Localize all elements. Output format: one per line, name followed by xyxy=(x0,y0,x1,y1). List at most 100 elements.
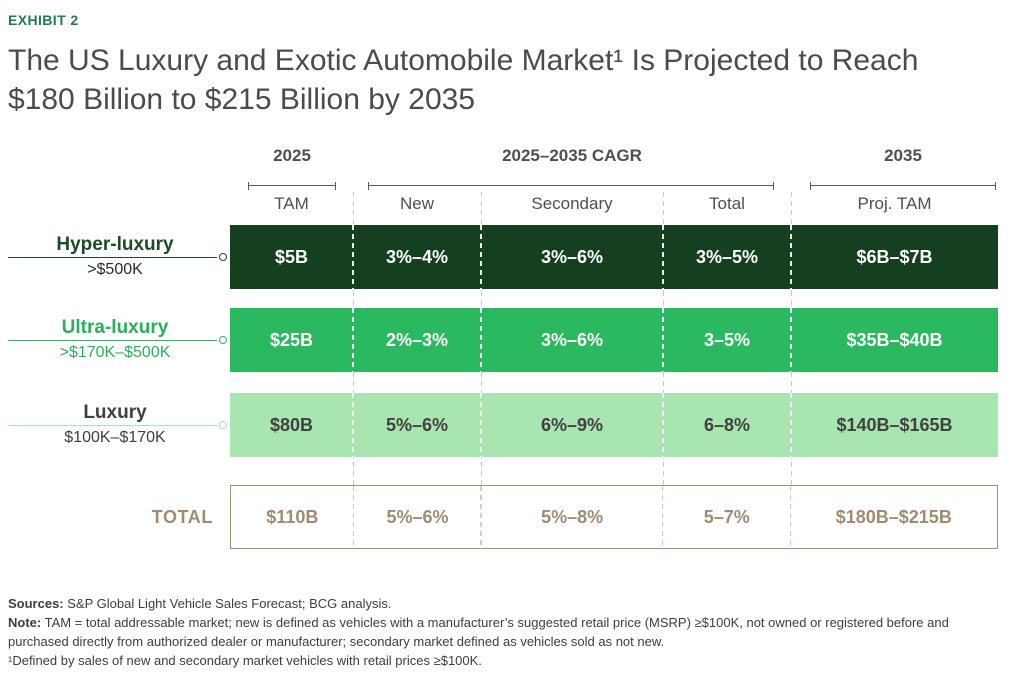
row-cells: $110B 5%–6% 5%–8% 5–7% $180B–$215B xyxy=(230,485,998,549)
cell-divider xyxy=(661,486,664,548)
table-cell: 5–7% xyxy=(661,486,791,548)
bracket-cagr-icon xyxy=(368,182,774,190)
table-cell: 5%–6% xyxy=(352,486,482,548)
column-group-cagr: 2025–2035 CAGR xyxy=(502,146,642,165)
table-row-luxury: Luxury $100K–$170K $80B 5%–6% 6%–9% 6–8%… xyxy=(0,393,998,457)
column-header-total: Total xyxy=(709,194,745,213)
cell-value: 6%–9% xyxy=(540,414,604,435)
cell-value: 2%–3% xyxy=(385,329,449,350)
sources-line: Sources: S&P Global Light Vehicle Sales … xyxy=(8,594,986,613)
connector-dot-icon xyxy=(219,336,227,344)
table-cell: 6–8% xyxy=(662,393,791,457)
cell-divider xyxy=(790,393,792,457)
row-label-ultra-luxury: Ultra-luxury >$170K–$500K xyxy=(0,308,230,372)
cell-value: 5%–6% xyxy=(385,414,449,435)
title-line-2: $180 Billion to $215 Billion by 2035 xyxy=(8,83,476,116)
table-cell: $25B xyxy=(230,308,353,372)
connector-line xyxy=(8,425,217,426)
cell-divider xyxy=(662,308,664,372)
segment-price-range: >$500K xyxy=(87,261,143,278)
column-header-tam: TAM xyxy=(274,194,309,213)
column-headers: 2025 2025–2035 CAGR 2035 TAM New Seconda… xyxy=(0,146,998,216)
table-cell: 5%–6% xyxy=(352,393,481,457)
column-group-2035: 2035 xyxy=(884,146,922,165)
row-label-total: TOTAL xyxy=(151,506,213,527)
cell-value: 3%–5% xyxy=(695,246,759,267)
connector-line xyxy=(8,257,217,258)
row-cells: $80B 5%–6% 6%–9% 6–8% $140B–$165B xyxy=(230,393,998,457)
sources-label: Sources: xyxy=(8,596,64,611)
cell-divider xyxy=(352,393,354,457)
row-cells: $25B 2%–3% 3%–6% 3–5% $35B–$40B xyxy=(230,308,998,372)
row-label-hyper-luxury: Hyper-luxury >$500K xyxy=(0,225,230,289)
cell-value: $180B–$215B xyxy=(835,506,952,527)
column-header-new: New xyxy=(399,194,434,213)
table-cell: $6B–$7B xyxy=(790,225,998,289)
cell-value: 5%–8% xyxy=(541,506,604,527)
cell-divider xyxy=(790,225,792,289)
column-header-secondary: Secondary xyxy=(531,194,613,213)
cell-value: $6B–$7B xyxy=(856,246,933,267)
segment-price-range: $100K–$170K xyxy=(64,429,166,446)
connector-line xyxy=(8,340,217,341)
table-cell: $140B–$165B xyxy=(790,393,998,457)
column-group-2025: 2025 xyxy=(273,146,311,165)
bracket-2035-icon xyxy=(810,182,996,190)
cell-value: $35B–$40B xyxy=(846,329,943,350)
row-label-luxury: Luxury $100K–$170K xyxy=(0,393,230,457)
segment-name: Ultra-luxury xyxy=(61,317,169,338)
cell-divider xyxy=(789,486,792,548)
footnote-line: ¹Defined by sales of new and secondary m… xyxy=(8,653,482,668)
table-cell: 2%–3% xyxy=(352,308,481,372)
cell-divider xyxy=(352,486,355,548)
page-title: The US Luxury and Exotic Automobile Mark… xyxy=(8,41,1024,119)
cell-value: 5%–6% xyxy=(386,506,449,527)
table-cell: 5%–8% xyxy=(480,486,663,548)
exhibit-table: 2025 2025–2035 CAGR 2035 TAM New Seconda… xyxy=(0,146,998,549)
sub-headers: TAM New Secondary Total Proj. TAM xyxy=(230,194,998,214)
segment-name: Luxury xyxy=(83,402,147,423)
table-row-hyper-luxury: Hyper-luxury >$500K $5B 3%–4% 3%–6% 3%–5… xyxy=(0,225,998,289)
cell-divider xyxy=(480,308,482,372)
sources-text: S&P Global Light Vehicle Sales Forecast;… xyxy=(63,596,392,611)
table-cell: $35B–$40B xyxy=(790,308,998,372)
title-line-1: The US Luxury and Exotic Automobile Mark… xyxy=(8,44,919,77)
table-cell: 3–5% xyxy=(662,308,791,372)
cell-value: 3–5% xyxy=(703,329,751,350)
segment-name: Hyper-luxury xyxy=(56,234,174,255)
row-cells: $5B 3%–4% 3%–6% 3%–5% $6B–$7B xyxy=(230,225,998,289)
cell-divider xyxy=(480,486,482,548)
cell-value: 3%–6% xyxy=(540,246,604,267)
segment-price-range: >$170K–$500K xyxy=(59,344,171,361)
table-cell: 3%–6% xyxy=(480,308,663,372)
table-row-total: TOTAL $110B 5%–6% 5%–8% 5–7% $180B–$215B xyxy=(0,485,998,549)
table-cell: $180B–$215B xyxy=(789,486,997,548)
column-header-proj-tam: Proj. TAM xyxy=(857,194,932,213)
bracket-2025-icon xyxy=(248,182,336,190)
cell-value: $140B–$165B xyxy=(836,414,953,435)
cell-divider xyxy=(352,308,354,372)
connector-dot-icon xyxy=(219,421,227,429)
footnotes: Sources: S&P Global Light Vehicle Sales … xyxy=(8,594,986,670)
cell-divider xyxy=(790,308,792,372)
cell-value: 6–8% xyxy=(703,414,751,435)
table-cell: $110B xyxy=(231,486,354,548)
note-label: Note: xyxy=(8,615,42,630)
cell-divider xyxy=(480,225,482,289)
cell-value: 3%–6% xyxy=(540,329,604,350)
table-cell: $80B xyxy=(230,393,353,457)
connector-dot-icon xyxy=(219,253,227,261)
cell-divider xyxy=(662,225,664,289)
table-cell: 6%–9% xyxy=(480,393,663,457)
cell-value: 5–7% xyxy=(703,506,750,527)
table-cell: 3%–4% xyxy=(352,225,481,289)
table-row-ultra-luxury: Ultra-luxury >$170K–$500K $25B 2%–3% 3%–… xyxy=(0,308,998,372)
cell-divider xyxy=(480,393,482,457)
table-cell: $5B xyxy=(230,225,353,289)
note-line: Note: TAM = total addressable market; ne… xyxy=(8,613,986,651)
cell-value: 3%–4% xyxy=(385,246,449,267)
note-text: TAM = total addressable market; new is d… xyxy=(8,615,949,649)
cell-divider xyxy=(352,225,354,289)
table-cell: 3%–6% xyxy=(480,225,663,289)
